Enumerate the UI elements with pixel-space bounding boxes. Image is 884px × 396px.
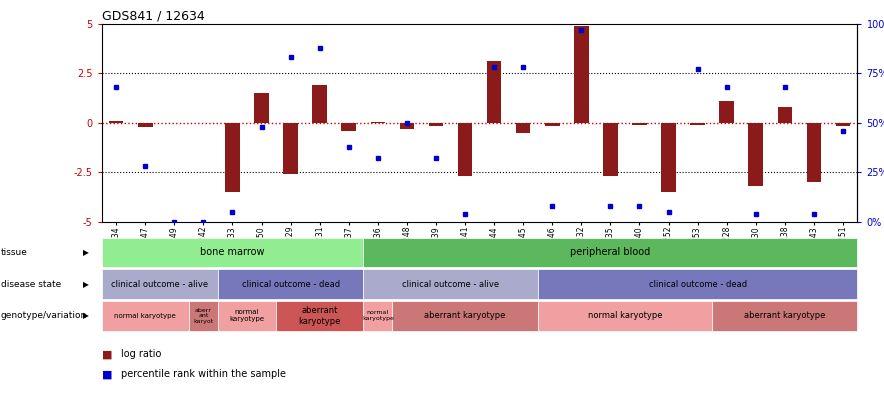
Bar (218, 301, 276, 331)
Bar (713, 301, 857, 331)
Text: ▶: ▶ (82, 280, 88, 289)
Bar (370, 122, 385, 123)
Bar (284, 123, 298, 174)
Bar (778, 107, 792, 123)
Text: bone marrow: bone marrow (200, 248, 264, 257)
Bar (574, 26, 589, 123)
Bar (661, 123, 675, 192)
Text: normal
karyotype: normal karyotype (362, 310, 393, 321)
Text: ■: ■ (102, 349, 112, 360)
Text: ▶: ▶ (82, 248, 88, 257)
Bar (102, 301, 189, 331)
Bar (400, 123, 415, 129)
Text: percentile rank within the sample: percentile rank within the sample (121, 369, 286, 379)
Text: aberrant karyotype: aberrant karyotype (744, 311, 826, 320)
Text: clinical outcome - alive: clinical outcome - alive (111, 280, 209, 289)
Text: clinical outcome - dead: clinical outcome - dead (241, 280, 339, 289)
Text: log ratio: log ratio (121, 349, 162, 360)
Bar (276, 301, 363, 331)
Text: genotype/variation: genotype/variation (1, 311, 88, 320)
Text: ■: ■ (102, 369, 112, 379)
Text: tissue: tissue (1, 248, 27, 257)
Text: normal
karyotype: normal karyotype (230, 309, 264, 322)
Bar (363, 238, 857, 267)
Bar (312, 85, 327, 123)
Bar (218, 269, 363, 299)
Text: normal karyotype: normal karyotype (588, 311, 662, 320)
Text: normal karyotype: normal karyotype (114, 313, 176, 319)
Bar (537, 269, 857, 299)
Bar (102, 269, 218, 299)
Text: clinical outcome - alive: clinical outcome - alive (402, 280, 499, 289)
Bar (690, 123, 705, 125)
Bar (516, 123, 530, 133)
Bar (720, 101, 734, 123)
Bar (545, 123, 560, 126)
Bar (109, 121, 124, 123)
Text: aberrant karyotype: aberrant karyotype (424, 311, 506, 320)
Bar (102, 238, 363, 267)
Bar (392, 301, 537, 331)
Bar (458, 123, 472, 176)
Text: ▶: ▶ (82, 311, 88, 320)
Bar (806, 123, 821, 182)
Bar (363, 269, 537, 299)
Text: aberr
ant
karyot: aberr ant karyot (194, 308, 214, 324)
Bar (429, 123, 443, 126)
Bar (225, 123, 240, 192)
Text: clinical outcome - dead: clinical outcome - dead (649, 280, 747, 289)
Bar (749, 123, 763, 186)
Bar (835, 123, 850, 126)
Text: aberrant
karyotype: aberrant karyotype (299, 306, 341, 326)
Bar (189, 301, 218, 331)
Text: GDS841 / 12634: GDS841 / 12634 (102, 10, 204, 23)
Bar (603, 123, 618, 176)
Bar (255, 93, 269, 123)
Bar (138, 123, 153, 127)
Bar (363, 301, 392, 331)
Bar (487, 61, 501, 123)
Text: disease state: disease state (1, 280, 61, 289)
Bar (632, 123, 647, 125)
Bar (537, 301, 713, 331)
Bar (341, 123, 356, 131)
Text: peripheral blood: peripheral blood (570, 248, 651, 257)
